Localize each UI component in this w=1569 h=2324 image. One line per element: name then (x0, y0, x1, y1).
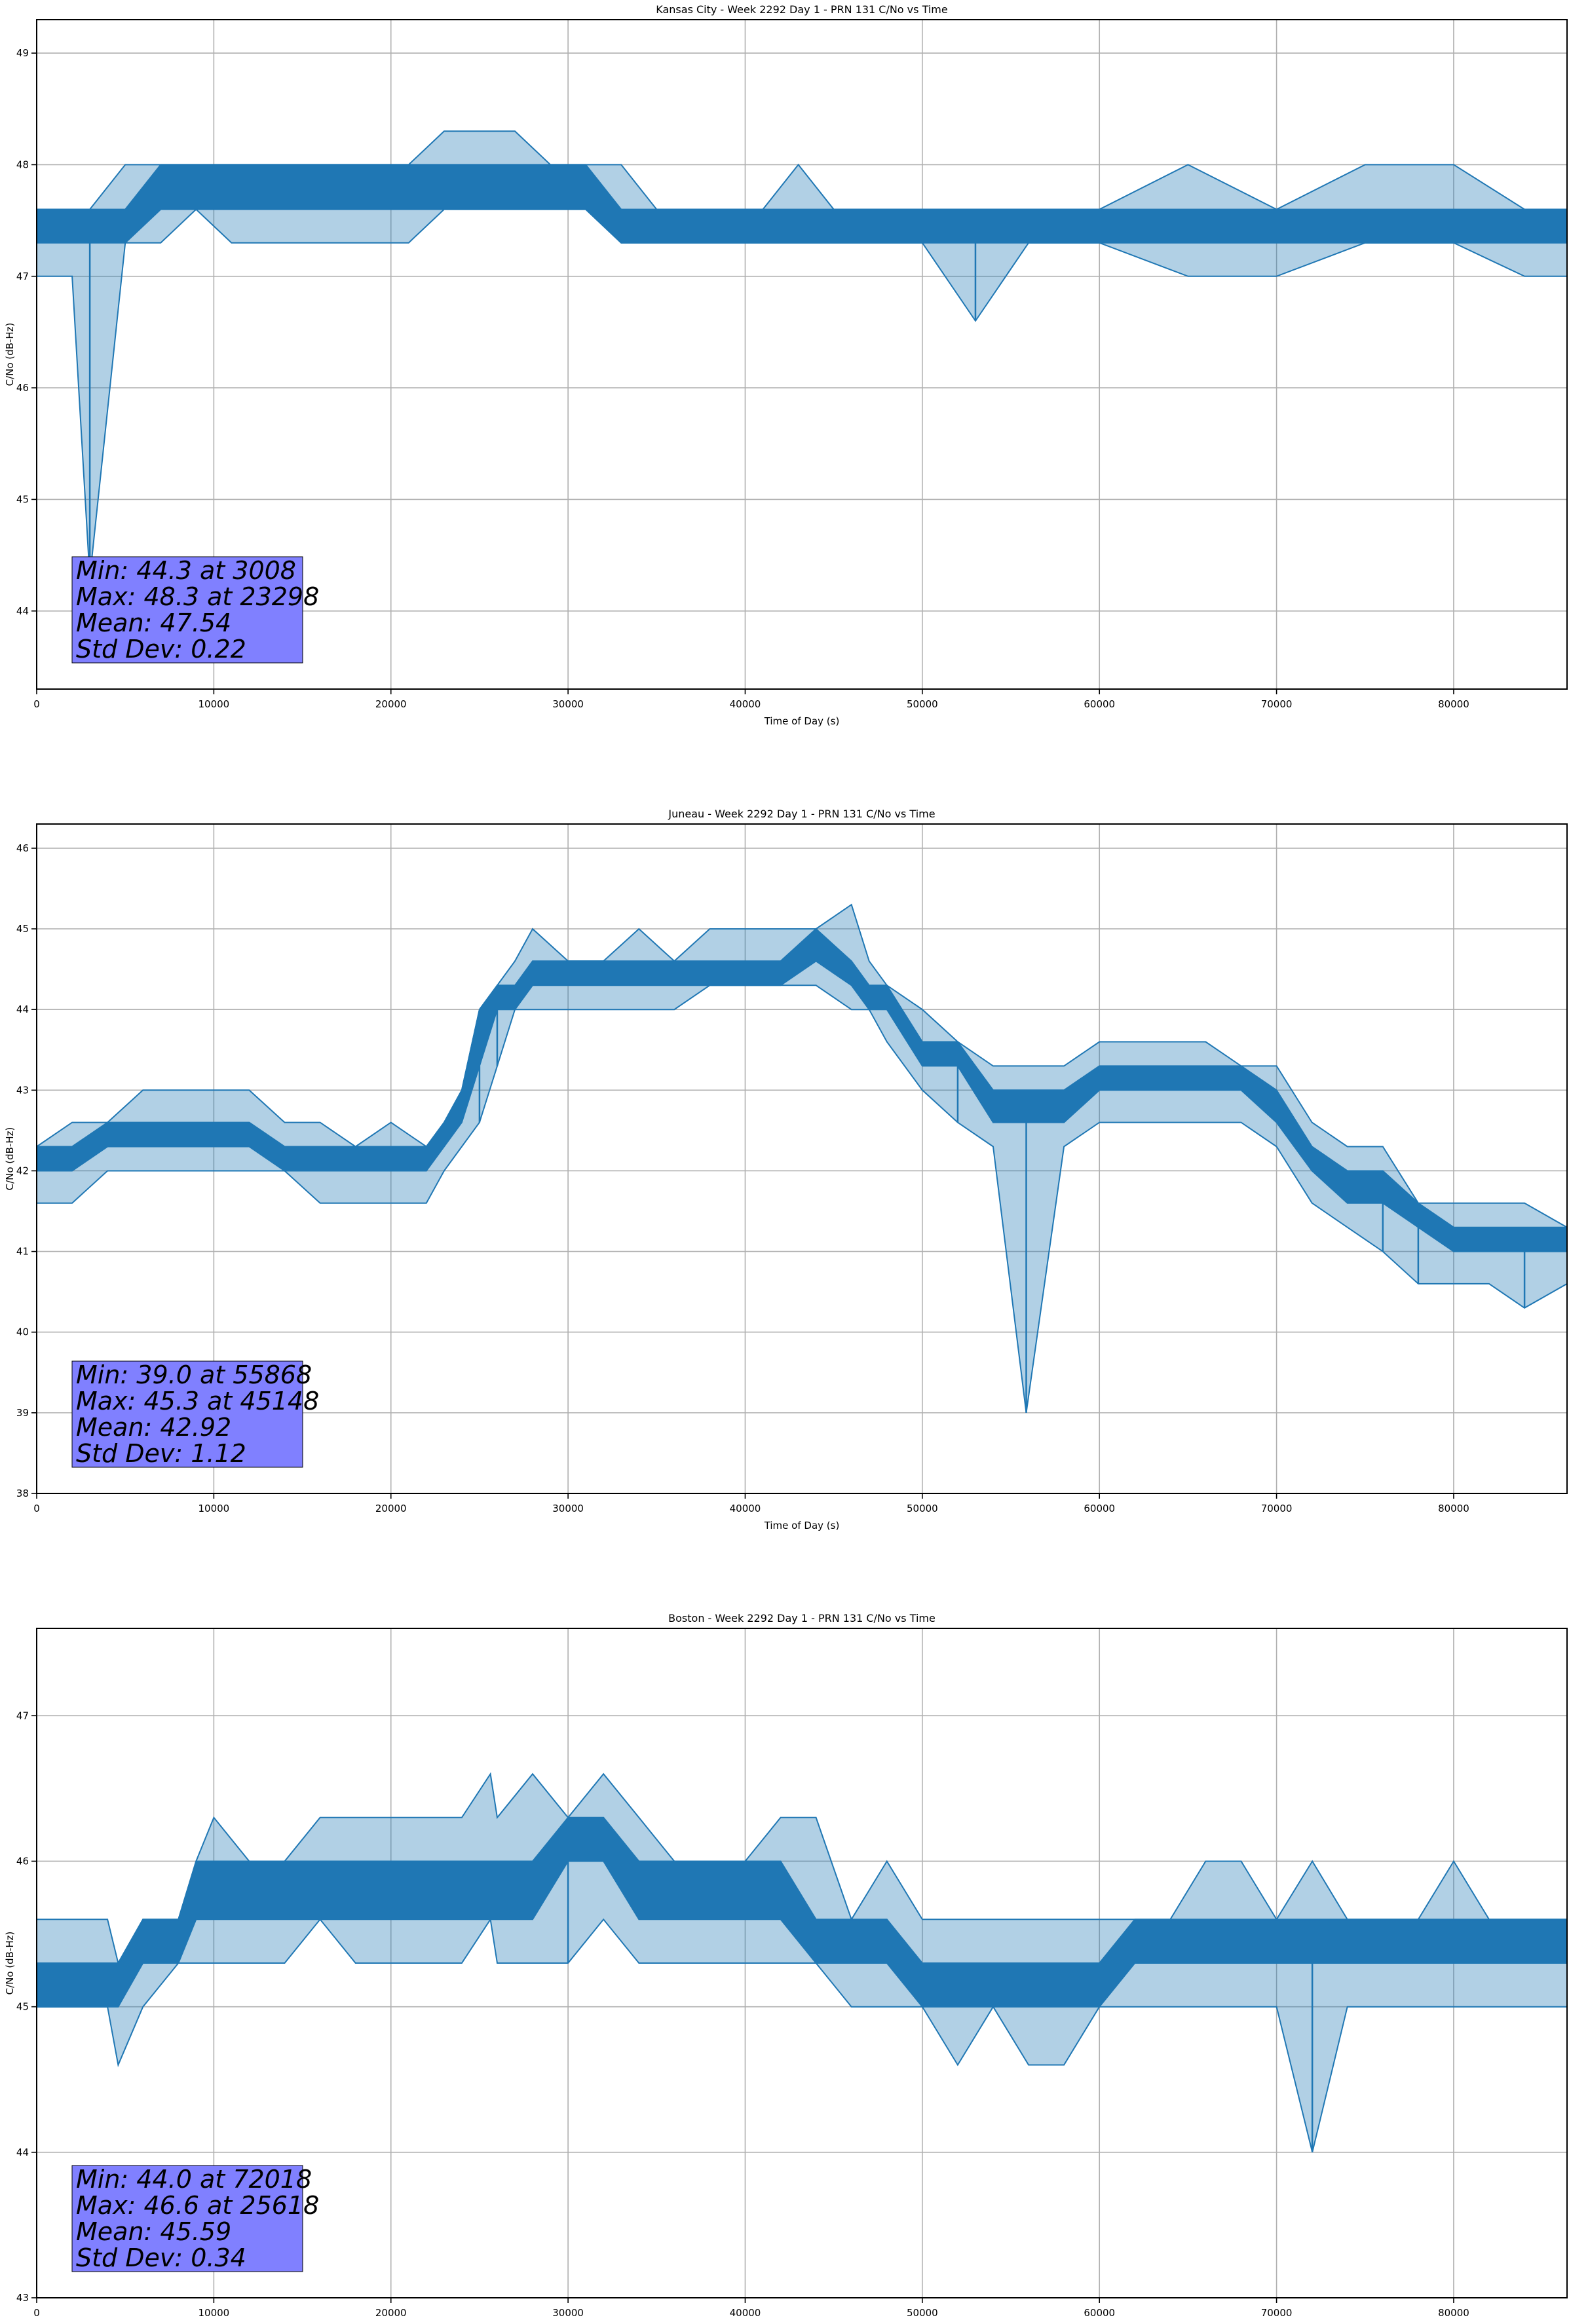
x-tick-label: 30000 (552, 1503, 584, 1514)
stats-line: Mean: 47.54 (76, 609, 231, 637)
x-tick-label: 80000 (1438, 2307, 1469, 2319)
y-tick-label: 47 (16, 1710, 29, 1721)
y-tick-label: 44 (16, 1003, 29, 1015)
y-tick-label: 49 (16, 47, 29, 59)
x-tick-label: 60000 (1084, 698, 1115, 710)
y-tick-label: 46 (16, 1855, 29, 1867)
y-tick-label: 44 (16, 2146, 29, 2158)
chart-panel-1: 0 10000 20000 30000 40000 50000 60000 70000 8000… (4, 3, 1568, 727)
y-tick-label: 43 (16, 1084, 29, 1096)
y-tick-label: 45 (16, 2001, 29, 2013)
y-tick-label: 48 (16, 159, 29, 170)
y-tick-label: 39 (16, 1407, 29, 1419)
x-tick-label: 80000 (1438, 698, 1469, 710)
x-tick-label: 20000 (375, 698, 407, 710)
x-tick-label: 60000 (1084, 2307, 1115, 2319)
x-tick-label: 60000 (1084, 1503, 1115, 1514)
stats-line: Mean: 42.92 (76, 1413, 231, 1442)
x-tick-label: 0 (33, 2307, 40, 2319)
x-tick-label: 10000 (198, 2307, 230, 2319)
y-tick-label: 42 (16, 1165, 29, 1176)
chart-title: Boston - Week 2292 Day 1 - PRN 131 C/No … (668, 1612, 936, 1624)
stats-line: Max: 45.3 at 45148 (76, 1387, 319, 1415)
y-axis-label: C/No (dB-Hz) (4, 1932, 16, 1995)
stats-box (71, 1360, 303, 1468)
stats-box (71, 2165, 303, 2272)
y-axis-label: C/No (dB-Hz) (4, 323, 16, 386)
x-tick-label: 30000 (552, 2307, 584, 2319)
stats-line: Mean: 45.59 (76, 2217, 231, 2246)
x-tick-label: 20000 (375, 1503, 407, 1514)
x-tick-label: 0 (33, 698, 40, 710)
x-tick-label: 80000 (1438, 1503, 1469, 1514)
stats-line: Max: 46.6 at 25618 (76, 2191, 319, 2220)
x-tick-label: 40000 (730, 1503, 761, 1514)
stats-line: Min: 44.3 at 3008 (76, 556, 296, 585)
x-tick-label: 20000 (375, 2307, 407, 2319)
x-tick-label: 30000 (552, 698, 584, 710)
x-tick-label: 70000 (1261, 698, 1293, 710)
stats-line: Max: 48.3 at 23298 (76, 582, 319, 611)
x-axis-label: Time of Day (s) (764, 1520, 840, 1531)
x-tick-label: 50000 (907, 2307, 938, 2319)
x-tick-label: 50000 (907, 698, 938, 710)
x-axis-label: Time of Day (s) (764, 715, 840, 727)
y-tick-label: 43 (16, 2292, 29, 2304)
x-tick-label: 10000 (198, 1503, 230, 1514)
y-tick-label: 38 (16, 1488, 29, 1499)
x-tick-label: 40000 (730, 698, 761, 710)
stats-line: Std Dev: 1.12 (76, 1439, 246, 1468)
y-tick-label: 46 (16, 842, 29, 854)
stats-line: Min: 44.0 at 72018 (76, 2165, 312, 2194)
axes-frame (36, 1628, 1568, 2298)
y-tick-label: 45 (16, 493, 29, 505)
stats-line: Std Dev: 0.34 (76, 2243, 246, 2272)
x-tick-label: 50000 (907, 1503, 938, 1514)
x-tick-label: 0 (33, 1503, 40, 1514)
chart-panel-2: 0 10000 20000 30000 40000 50000 60000 70000 8000… (4, 808, 1568, 1531)
y-axis-label: C/No (dB-Hz) (4, 1127, 16, 1191)
axes-frame (36, 19, 1568, 690)
stats-line: Std Dev: 0.22 (76, 635, 246, 664)
y-tick-label: 45 (16, 923, 29, 935)
y-tick-label: 46 (16, 382, 29, 394)
stats-box (71, 556, 303, 664)
y-tick-label: 40 (16, 1326, 29, 1338)
y-tick-label: 44 (16, 605, 29, 617)
y-tick-label: 47 (16, 271, 29, 282)
chart-panel-3: 0 10000 20000 30000 40000 50000 60000 70000 8000… (4, 1612, 1568, 2319)
chart-title: Juneau - Week 2292 Day 1 - PRN 131 C/No … (668, 808, 935, 820)
x-tick-label: 10000 (198, 698, 230, 710)
x-tick-label: 40000 (730, 2307, 761, 2319)
y-tick-label: 41 (16, 1246, 29, 1258)
x-tick-label: 70000 (1261, 1503, 1293, 1514)
x-tick-label: 70000 (1261, 2307, 1293, 2319)
stats-line: Min: 39.0 at 55868 (76, 1360, 312, 1389)
axes-frame (36, 823, 1568, 1494)
chart-title: Kansas City - Week 2292 Day 1 - PRN 131 … (656, 3, 947, 16)
